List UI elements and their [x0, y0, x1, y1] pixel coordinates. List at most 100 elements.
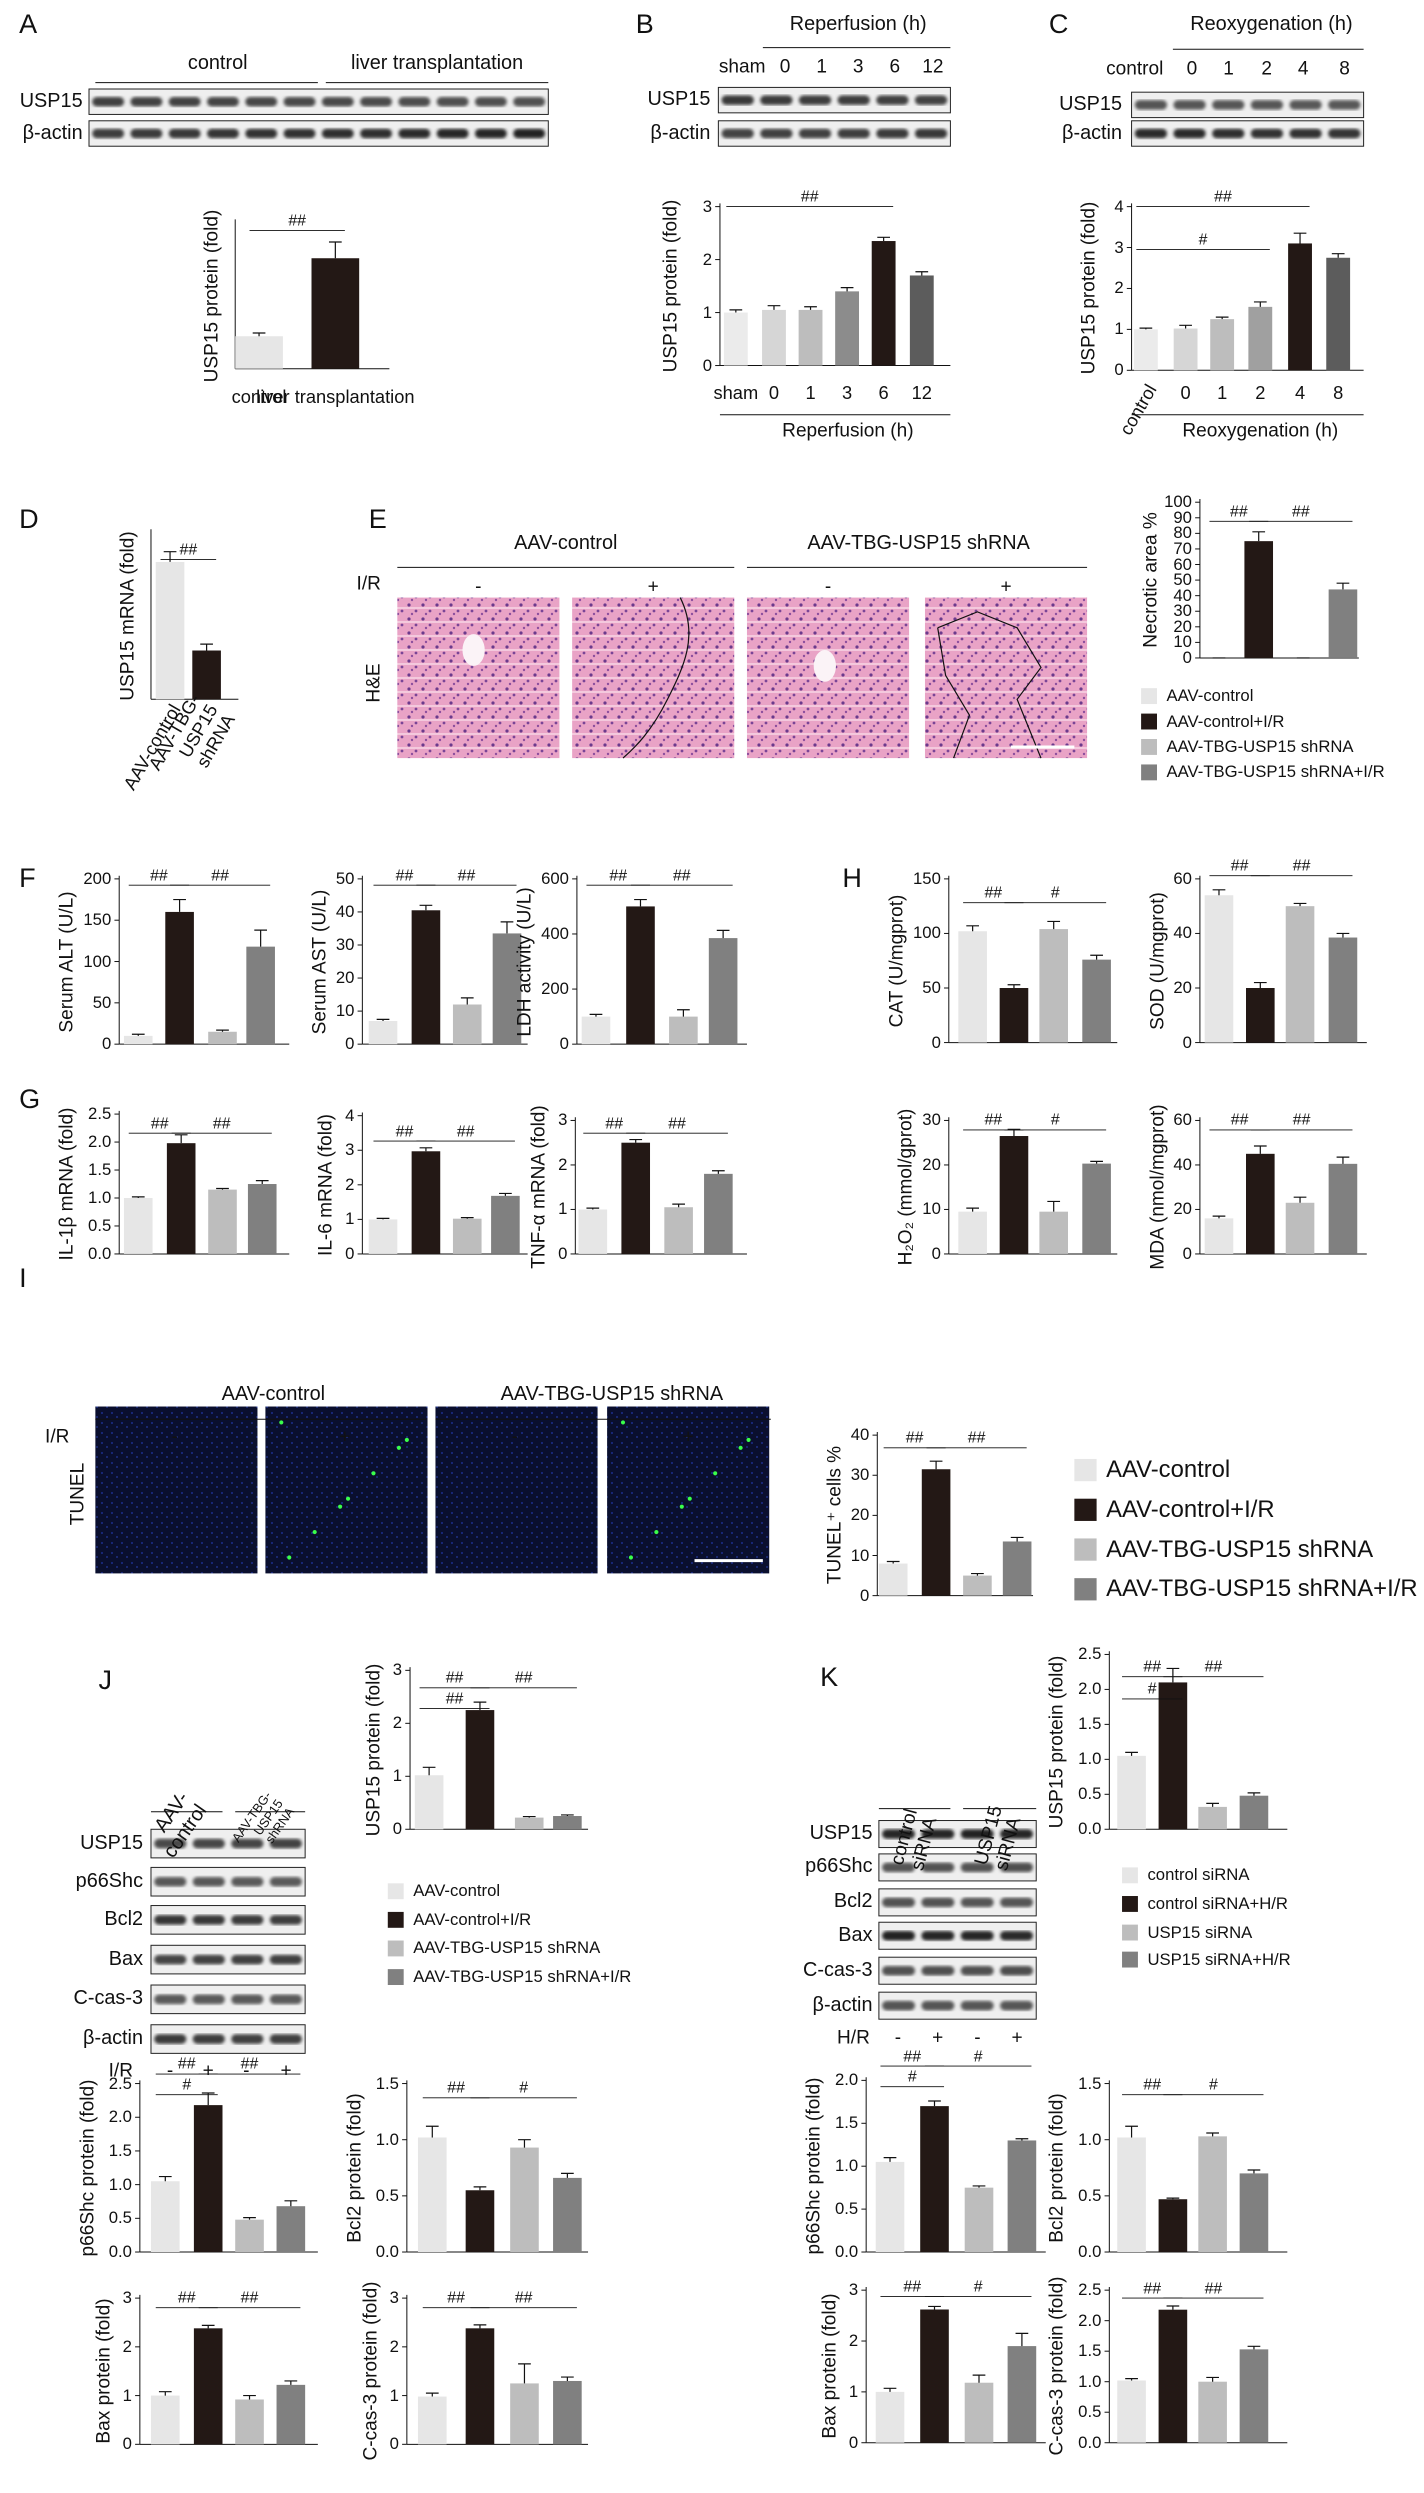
blot-band — [882, 1829, 916, 1839]
blot-row-label: Bax — [838, 1923, 873, 1946]
error-bar — [966, 1207, 979, 1212]
y-tick-label: 2.0 — [88, 1131, 112, 1151]
blot-band — [721, 95, 754, 105]
legend-swatch — [1122, 1867, 1138, 1884]
y-axis-label: USP15 protein (fold) — [660, 199, 682, 373]
significance-label: # — [1050, 884, 1060, 902]
y-tick-label: 2 — [392, 1713, 403, 1733]
y-tick-label: 1 — [1114, 319, 1124, 339]
bar — [417, 2137, 447, 2253]
error-bar — [243, 2217, 256, 2220]
bar — [1204, 1218, 1234, 1254]
bar — [669, 1016, 698, 1045]
y-tick-label: 0 — [559, 1033, 569, 1053]
bar — [510, 2147, 539, 2253]
error-bar — [1247, 2169, 1261, 2174]
significance-label: ## — [179, 541, 198, 559]
y-tick-label: 0 — [931, 1243, 941, 1263]
y-tick-label: 200 — [83, 868, 112, 888]
y-tick-label: 2.5 — [1078, 1644, 1102, 1664]
blot-band — [168, 96, 201, 107]
y-tick-label: 3 — [1114, 237, 1124, 257]
significance-label: ## — [514, 1669, 533, 1687]
error-bar — [131, 1033, 145, 1036]
error-bar — [425, 2392, 439, 2397]
bar — [1328, 937, 1358, 1043]
lane-label: sham — [718, 56, 766, 78]
error-bar — [928, 2100, 941, 2107]
bar — [411, 910, 441, 1045]
bar — [414, 1775, 444, 1830]
y-tick-label: 50 — [1173, 569, 1192, 589]
blot-band — [1289, 128, 1322, 139]
legend-label: AAV-control+I/R — [1166, 711, 1285, 731]
stain-label: H&E — [363, 663, 385, 703]
sign-label: - — [243, 2060, 250, 2082]
panel-letter: F — [19, 863, 36, 894]
central-vein — [813, 650, 836, 682]
x-tick-label: sham — [713, 381, 759, 403]
legend-label: AAV-TBG-USP15 shRNA — [1106, 1535, 1374, 1563]
y-tick-label: 3 — [558, 1110, 568, 1130]
y-axis-label: Bax protein (fold) — [819, 2293, 841, 2440]
bar — [276, 2384, 306, 2445]
error-bar — [1125, 2125, 1138, 2138]
y-axis-label: USP15 protein (fold) — [201, 209, 223, 382]
y-tick-label: 100 — [83, 951, 112, 971]
lane-label: 2 — [1261, 58, 1272, 80]
error-bar — [1015, 2138, 1029, 2141]
significance-label: # — [519, 2079, 529, 2097]
legend-swatch — [1074, 1538, 1097, 1561]
significance-label: # — [973, 2047, 983, 2065]
significance-label: ## — [150, 866, 168, 884]
blot-band — [207, 128, 239, 139]
legend-label: AAV-TBG-USP15 shRNA — [413, 1938, 601, 1958]
legend-label: AAV-control — [1166, 685, 1254, 705]
y-tick-label: 1.0 — [88, 1187, 112, 1207]
tunel-image — [265, 1406, 428, 1574]
error-bar — [1293, 232, 1307, 244]
y-tick-label: 100 — [1164, 492, 1192, 512]
group-label: AAV-TBG-USP15 shRNA — [500, 1383, 724, 1406]
y-tick-label: 400 — [541, 923, 569, 943]
bar — [1117, 2380, 1146, 2443]
legend-swatch — [1122, 1924, 1138, 1941]
y-tick-label: 0.0 — [1078, 2432, 1102, 2452]
y-axis-label: CAT (U/mgprot) — [886, 894, 908, 1028]
significance-label: ## — [456, 1122, 475, 1140]
error-bar — [254, 929, 267, 947]
tunel-positive-cell — [312, 1530, 317, 1535]
error-bar — [1206, 2132, 1219, 2137]
blot-band — [474, 96, 507, 107]
y-axis-label: IL-6 mRNA (fold) — [315, 1113, 337, 1256]
bar — [411, 1151, 441, 1254]
significance-label: ## — [672, 866, 691, 884]
bar — [123, 1198, 153, 1254]
y-tick-label: 1 — [558, 1199, 568, 1219]
bar — [798, 309, 823, 366]
blot-band — [876, 95, 909, 105]
error-bar — [158, 2391, 172, 2396]
blot-band — [1000, 1862, 1034, 1873]
panel-letter: C — [1048, 9, 1069, 40]
legend-label: AAV-control — [413, 1881, 501, 1901]
error-bar — [284, 2380, 298, 2385]
error-bar — [216, 1029, 229, 1032]
blot-band — [269, 1915, 302, 1925]
tunel-positive-cell — [345, 1496, 351, 1501]
blot-band — [960, 1862, 994, 1873]
y-tick-label: 30 — [922, 1110, 941, 1130]
legend-swatch — [1141, 713, 1157, 730]
y-tick-label: 0 — [1182, 1243, 1192, 1263]
bar — [1246, 1153, 1275, 1254]
significance-label: ## — [211, 866, 229, 884]
y-tick-label: 150 — [913, 868, 941, 888]
bar — [1007, 2346, 1037, 2443]
x-axis-label: Reoxygenation (h) — [1182, 420, 1339, 442]
y-tick-label: 150 — [83, 910, 112, 930]
significance-label: ## — [1230, 857, 1249, 875]
blot-band — [360, 128, 393, 139]
error-bar — [216, 1187, 229, 1190]
error-bar — [460, 997, 474, 1005]
blot-band — [960, 2000, 994, 2011]
